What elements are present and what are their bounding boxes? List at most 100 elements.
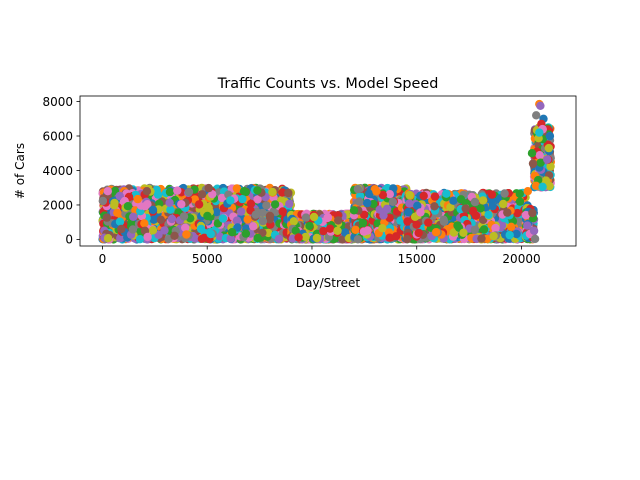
- data-point: [301, 213, 311, 222]
- data-point: [265, 211, 275, 221]
- data-point: [142, 187, 152, 196]
- data-point: [143, 232, 152, 242]
- data-point: [98, 196, 108, 206]
- data-point: [363, 198, 372, 208]
- data-point: [305, 221, 314, 231]
- data-point: [204, 183, 213, 193]
- data-point: [148, 226, 158, 235]
- data-point: [323, 213, 332, 223]
- data-point: [241, 229, 251, 238]
- data-point: [148, 205, 158, 215]
- data-point: [270, 200, 280, 209]
- data-point: [353, 235, 363, 244]
- data-point: [218, 214, 228, 223]
- data-point: [197, 190, 207, 199]
- data-point: [227, 228, 237, 237]
- data-point: [291, 226, 300, 235]
- data-point: [262, 201, 271, 210]
- data-point: [237, 207, 246, 216]
- data-point: [372, 187, 381, 196]
- data-point: [251, 210, 260, 219]
- data-point: [289, 217, 298, 226]
- data-point: [355, 197, 364, 206]
- data-point: [360, 210, 369, 219]
- data-point: [268, 187, 277, 197]
- data-point: [233, 223, 242, 232]
- data-point: [239, 187, 249, 196]
- data-point: [294, 233, 303, 242]
- data-point: [197, 234, 207, 243]
- data-point: [194, 200, 204, 209]
- data-point: [115, 217, 125, 226]
- data-point: [388, 197, 398, 206]
- data-point: [391, 232, 401, 241]
- data-point: [117, 224, 126, 234]
- data-point: [140, 202, 150, 211]
- data-point: [351, 225, 360, 234]
- data-point: [153, 190, 163, 199]
- data-point: [135, 235, 145, 244]
- data-point: [103, 234, 113, 243]
- data-point: [365, 189, 374, 199]
- data-point: [385, 190, 394, 199]
- data-point: [253, 186, 262, 195]
- data-point: [238, 194, 247, 204]
- data-point: [129, 212, 138, 221]
- data-point: [264, 228, 273, 238]
- data-point: [249, 222, 258, 231]
- data-points: [98, 99, 555, 244]
- chart-title: Traffic Counts vs. Model Speed: [217, 76, 439, 92]
- data-point: [116, 233, 125, 243]
- data-point: [232, 216, 242, 225]
- data-point: [191, 234, 200, 243]
- data-point: [246, 199, 256, 208]
- data-point: [378, 224, 387, 233]
- data-point: [253, 195, 262, 204]
- data-point: [312, 233, 322, 243]
- data-point: [382, 204, 392, 213]
- data-point: [212, 207, 221, 217]
- data-point: [140, 219, 149, 228]
- data-point: [177, 200, 186, 209]
- data-point: [301, 232, 310, 242]
- data-point: [110, 201, 119, 210]
- data-point: [103, 187, 113, 196]
- data-point: [232, 184, 242, 193]
- data-point: [165, 198, 174, 207]
- data-point: [258, 217, 268, 226]
- data-point: [378, 190, 387, 200]
- data-point: [149, 215, 158, 224]
- data-point: [165, 187, 175, 197]
- data-point: [208, 190, 217, 199]
- data-point: [359, 227, 369, 236]
- data-point: [358, 218, 368, 228]
- data-point: [113, 208, 122, 217]
- data-point: [170, 231, 179, 240]
- data-point: [319, 226, 328, 236]
- data-point: [184, 187, 194, 197]
- data-point: [285, 199, 294, 209]
- data-point: [181, 223, 190, 232]
- data-point: [160, 226, 169, 235]
- data-point: [196, 224, 206, 234]
- data-point: [156, 215, 166, 224]
- data-point: [173, 186, 182, 195]
- data-point: [102, 213, 112, 222]
- data-point: [353, 184, 363, 194]
- data-point: [206, 229, 215, 239]
- data-point: [369, 199, 378, 209]
- data-point: [284, 188, 293, 198]
- data-point: [278, 207, 287, 216]
- data-point: [133, 194, 142, 204]
- data-point: [182, 230, 191, 239]
- data-point: [203, 211, 212, 221]
- data-point: [325, 224, 335, 233]
- data-point: [253, 233, 262, 243]
- data-point: [128, 225, 138, 234]
- data-point: [274, 234, 284, 244]
- data-point: [179, 212, 189, 221]
- data-point: [334, 216, 343, 225]
- data-point: [349, 206, 359, 215]
- data-point: [309, 212, 319, 222]
